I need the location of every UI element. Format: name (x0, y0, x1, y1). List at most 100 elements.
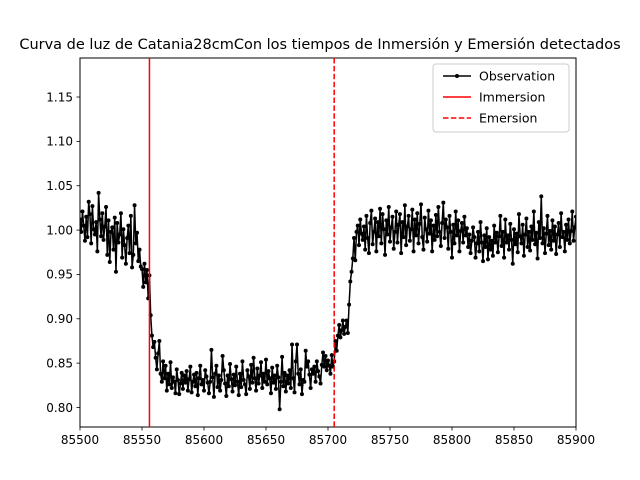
observation-point (240, 359, 245, 364)
observation-point (154, 367, 159, 372)
observation-point (357, 243, 361, 248)
observation-point (271, 380, 276, 385)
observation-point (175, 377, 180, 382)
observation-point (297, 382, 302, 387)
observation-point (193, 384, 198, 389)
observation-point (504, 240, 509, 245)
observation-point (80, 209, 85, 214)
observation-point (479, 240, 484, 245)
observation-point (102, 224, 107, 229)
observation-point (540, 241, 545, 246)
observation-point (127, 251, 132, 256)
observation-point (282, 370, 287, 375)
observation-point (214, 363, 219, 368)
observation-point (520, 222, 525, 227)
observation-point (288, 385, 293, 390)
observation-point (386, 205, 391, 210)
observation-point (151, 345, 156, 350)
observation-point (534, 230, 539, 235)
observation-point (135, 230, 140, 235)
observation-point (447, 213, 452, 218)
observation-point (278, 379, 283, 384)
observation-point (273, 386, 278, 391)
observation-point (245, 368, 250, 373)
observation-point (116, 240, 121, 245)
observation-point (448, 229, 453, 234)
observation-point (317, 374, 322, 379)
observation-point (462, 214, 467, 219)
observation-point (210, 375, 215, 380)
observation-point (344, 318, 349, 323)
observation-point (395, 240, 400, 245)
observation-point (231, 372, 236, 377)
observation-point (451, 222, 456, 227)
observation-point (427, 231, 432, 236)
observation-point (432, 237, 437, 242)
observation-point (316, 369, 321, 374)
observation-point (322, 364, 327, 369)
observation-point (96, 190, 101, 195)
observation-point (509, 237, 514, 242)
observation-point (514, 231, 519, 236)
observation-point (259, 360, 264, 365)
observation-point (445, 225, 450, 230)
observation-point (306, 359, 311, 364)
observation-point (452, 241, 457, 246)
observation-point (541, 226, 546, 231)
observation-point (95, 249, 100, 254)
observation-point (267, 376, 272, 381)
observation-point (188, 364, 193, 369)
observation-point (296, 371, 301, 376)
observation-point (469, 238, 474, 243)
observation-point (402, 203, 407, 208)
observation-point (223, 381, 228, 386)
observation-point (128, 213, 133, 218)
observation-point (374, 249, 379, 254)
observation-point (570, 209, 575, 214)
observation-point (450, 255, 454, 260)
observation-point (523, 232, 528, 237)
observation-point (562, 249, 567, 254)
observation-point (410, 207, 415, 212)
observation-point (237, 371, 242, 376)
observation-point (203, 368, 208, 373)
observation-point (104, 205, 109, 210)
y-tick-label: 1.10 (46, 135, 73, 149)
observation-point (159, 379, 164, 384)
observation-point (352, 236, 357, 241)
observation-point (421, 247, 426, 252)
observation-point (518, 234, 523, 239)
observation-point (381, 227, 386, 232)
observation-point (549, 247, 554, 252)
observation-point (328, 371, 333, 376)
observation-point (180, 386, 185, 391)
observation-point (213, 371, 218, 376)
observation-point (422, 215, 427, 220)
observation-point (378, 206, 383, 211)
observation-point (185, 388, 190, 393)
observation-point (502, 255, 507, 260)
observation-point (416, 241, 421, 246)
observation-point (572, 225, 576, 230)
observation-point (157, 338, 162, 343)
observation-point (195, 393, 200, 398)
observation-point (508, 221, 513, 226)
observation-point (565, 237, 570, 242)
observation-point (443, 217, 448, 222)
observation-point (340, 318, 345, 323)
observation-point (299, 392, 304, 397)
observation-point (349, 269, 354, 274)
observation-point (256, 381, 261, 386)
x-tick-label: 85500 (61, 433, 99, 447)
observation-point (488, 247, 493, 252)
observation-point (368, 220, 373, 225)
observation-point (473, 255, 478, 260)
observation-point (136, 259, 141, 264)
observation-point (487, 235, 492, 240)
observation-point (513, 242, 518, 247)
observation-point (536, 220, 541, 225)
observation-point (492, 223, 497, 228)
x-tick-label: 85750 (371, 433, 409, 447)
y-axis: 0.80 0.85 0.90 0.95 1.00 1.05 1.10 1.15 (46, 90, 80, 415)
